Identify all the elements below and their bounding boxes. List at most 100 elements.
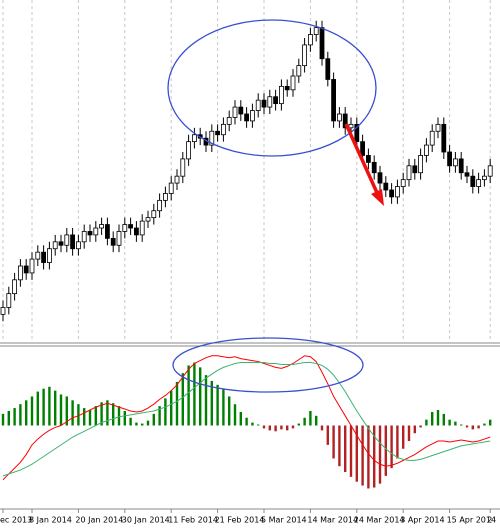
candle-body (52, 241, 58, 250)
candle-body (157, 199, 163, 212)
histogram-bar (402, 425, 405, 449)
candle-body (41, 251, 46, 263)
histogram-bar (83, 408, 86, 426)
candle-body (64, 234, 70, 246)
x-tick-label: 5 Mar 2014 (261, 516, 307, 525)
histogram-bar (489, 419, 492, 426)
candle-body (255, 99, 261, 111)
histogram-bar (268, 425, 271, 431)
indicator-line (2, 362, 491, 477)
histogram-bar (117, 406, 121, 426)
histogram-bar (42, 388, 45, 426)
histogram-bar (48, 386, 51, 426)
candle-body (389, 189, 395, 198)
x-tick-label: 11 Feb 2014 (168, 516, 218, 525)
candle-body (400, 179, 406, 187)
histogram-bar (152, 413, 155, 426)
histogram-bar (146, 420, 150, 426)
candle-body (58, 241, 64, 246)
histogram-bar (222, 388, 225, 426)
trend-arrow-head (371, 189, 384, 206)
x-tick-label: 24 Mar 2014 (354, 516, 405, 525)
candle-body (168, 182, 174, 194)
histogram-bar (431, 411, 434, 426)
histogram-bar (181, 373, 184, 426)
histogram-bar (442, 413, 445, 426)
candle-body (261, 99, 267, 108)
candle-body (29, 258, 35, 274)
histogram-bar (361, 425, 364, 486)
histogram-bar (303, 417, 306, 426)
candle-body (47, 248, 52, 263)
histogram-bar (419, 425, 422, 428)
candle-body (435, 123, 441, 132)
candle-body (151, 210, 157, 219)
candle-body (191, 134, 197, 143)
candle-body (360, 141, 366, 156)
histogram-bar (204, 375, 208, 426)
x-tick-label: 15 Apr 2014 (447, 516, 496, 525)
candle-body (70, 234, 75, 250)
histogram-bar (65, 396, 68, 426)
histogram-bar (13, 408, 16, 426)
histogram-bar (141, 423, 144, 426)
histogram-bar (88, 410, 92, 426)
macd-panel (1, 355, 492, 489)
candle-body (105, 224, 110, 239)
candle-body (377, 172, 383, 184)
candle-body (244, 113, 250, 122)
candle-body (209, 130, 215, 146)
histogram-bar (326, 425, 329, 445)
candle-body (87, 231, 93, 236)
histogram-bar (309, 410, 312, 426)
x-tick-label: 2 (487, 516, 492, 525)
candle-body (487, 165, 493, 177)
candle-body (336, 113, 342, 122)
candle-body (458, 158, 464, 174)
candle-body (325, 58, 331, 80)
candle-body (145, 217, 151, 222)
histogram-bar (158, 406, 161, 426)
histogram-bar (106, 400, 109, 426)
histogram-bar (175, 381, 179, 426)
candle-body (267, 96, 273, 108)
candle-body (186, 141, 192, 160)
candle-body (406, 165, 412, 181)
indicator-line (2, 355, 491, 481)
histogram-bar (413, 425, 416, 434)
candle-body (35, 251, 41, 260)
histogram-bar (286, 425, 289, 431)
x-tick-label: 14 Mar 2014 (307, 516, 358, 525)
histogram-bar (407, 425, 411, 441)
histogram-bar (355, 425, 358, 482)
x-tick-label: 8 Jan 2014 (29, 516, 72, 525)
histogram-bar (390, 425, 393, 469)
histogram-bar (170, 390, 173, 426)
highlight-ellipse (172, 337, 364, 393)
highlight-ellipse (167, 19, 377, 157)
x-tick-label: 21 Feb 2014 (215, 516, 265, 525)
histogram-bar (344, 425, 347, 472)
candle-body (348, 123, 354, 129)
candle-body (365, 155, 371, 163)
histogram-bar (483, 423, 486, 426)
candle-body (302, 44, 308, 67)
candle-body (290, 75, 296, 91)
candle-body (238, 106, 244, 115)
candle-body (354, 123, 360, 143)
candle-body (139, 220, 145, 236)
candle-body (116, 231, 122, 246)
candle-body (99, 224, 104, 229)
candle-body (226, 117, 232, 125)
histogram-bar (193, 362, 196, 426)
candle-body (313, 27, 319, 35)
candle-body (476, 179, 482, 187)
histogram-bar (228, 396, 231, 426)
candle-body (278, 85, 284, 105)
candle-body (296, 65, 302, 77)
candle-body (447, 151, 453, 167)
histogram-bar (210, 380, 213, 426)
